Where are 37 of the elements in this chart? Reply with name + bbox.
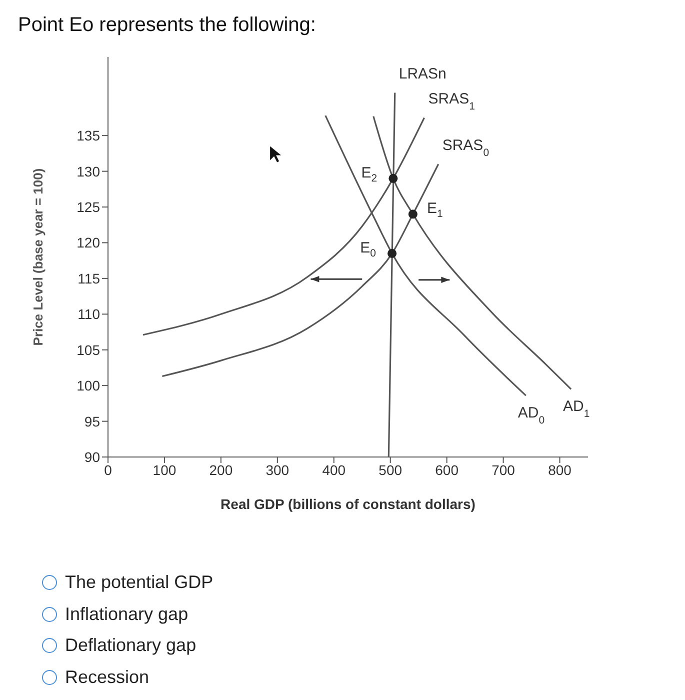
y-tick-label: 130 [76,163,100,180]
x-axis-title: Real GDP (billions of constant dollars) [220,496,476,512]
point [408,210,418,219]
y-tick-label: 120 [76,234,100,251]
y-axis-title: Price Level (base year = 100) [30,168,46,346]
series-label: AD$_{0}$ [518,404,545,427]
series-label: SRAS$_{1}$ [428,90,476,113]
series-label: LRASn [398,66,446,83]
x-tick-label: 600 [435,462,459,478]
y-tick-label: 135 [76,128,100,144]
annotation: E$_{1}$ [427,200,444,220]
x-tick-label: 200 [209,462,233,478]
y-tick-label: 100 [76,378,100,394]
text: Inflationary gap [65,604,188,625]
x-tick-label: 300 [266,462,290,478]
y-tick-label: 115 [78,270,100,286]
x-tick-label: 0 [104,462,112,478]
text: Recession [65,666,150,688]
y-tick-label: 110 [78,306,100,322]
annotation: E$_{2}$ [361,164,378,184]
point [388,174,398,183]
series-label: AD$_{1}$ [563,398,590,420]
chart-title: Point Eo represents the following: [18,14,317,37]
text: The potential GDP [65,572,214,594]
text: Deflationary gap [65,635,196,656]
point [388,248,397,258]
y-tick-label: 95 [84,413,100,430]
y-tick-label: 105 [76,342,100,358]
x-tick-label: 400 [322,462,346,478]
y-tick-label: 125 [76,198,100,215]
x-tick-label: 500 [378,462,402,478]
annotation: E$_{0}$ [360,238,376,260]
y-tick-label: 90 [84,448,100,465]
series-label: SRAS$_{0}$ [442,137,490,160]
x-tick-label: 700 [492,462,516,478]
x-tick-label: 100 [152,462,176,478]
x-tick-label: 800 [548,462,572,478]
